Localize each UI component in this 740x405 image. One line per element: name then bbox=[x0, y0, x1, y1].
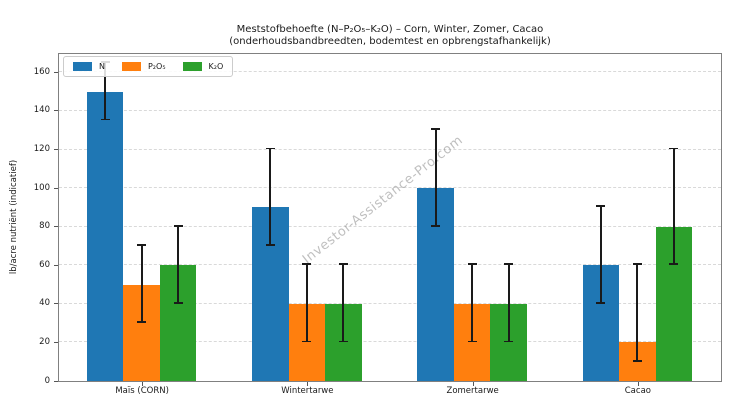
legend-label-k2o: K₂O bbox=[208, 62, 224, 71]
error-bar-cap bbox=[504, 340, 514, 343]
x-tick-label: Maïs (CORN) bbox=[115, 386, 169, 396]
error-bar-cap bbox=[467, 263, 477, 266]
gridline bbox=[59, 225, 721, 227]
y-tick-label: 140 bbox=[33, 105, 50, 116]
error-bar bbox=[305, 264, 308, 342]
chart-title-line2: (onderhoudsbandbreedten, bodemtest en op… bbox=[229, 35, 551, 47]
error-bar bbox=[672, 148, 675, 265]
gridline bbox=[59, 264, 721, 266]
error-bar-cap bbox=[265, 244, 275, 246]
x-tick-label: Zomertarwe bbox=[446, 386, 499, 396]
y-tick-label: 160 bbox=[33, 66, 50, 77]
y-tick-label: 20 bbox=[39, 336, 50, 347]
gridline bbox=[59, 341, 721, 343]
y-tick-mark bbox=[54, 187, 58, 189]
error-bar-cap bbox=[632, 263, 642, 266]
y-tick-mark bbox=[54, 341, 58, 343]
error-bar-cap bbox=[137, 321, 147, 324]
legend-swatch-n bbox=[73, 62, 92, 71]
y-tick-label: 100 bbox=[33, 182, 50, 193]
chart-title: Meststofbehoefte (N–P₂O₅–K₂O) – Corn, Wi… bbox=[58, 24, 722, 47]
legend-label-p2o5: P₂O₅ bbox=[147, 62, 166, 71]
legend: N P₂O₅ K₂O bbox=[63, 56, 234, 77]
error-bar-cap bbox=[338, 340, 348, 343]
error-bar-cap bbox=[504, 263, 514, 266]
error-bar-cap bbox=[669, 147, 679, 150]
y-axis-label: lb/acre nutriënt (indicatief) bbox=[9, 159, 19, 275]
error-bar bbox=[140, 244, 143, 323]
legend-entry-p2o5: P₂O₅ bbox=[121, 62, 166, 71]
y-tick-mark bbox=[54, 380, 58, 382]
gridline bbox=[59, 71, 721, 73]
error-bar-cap bbox=[596, 301, 606, 304]
error-bar bbox=[636, 264, 639, 361]
y-tick-mark bbox=[54, 110, 58, 112]
legend-label-n: N bbox=[99, 62, 105, 71]
error-bar-cap bbox=[100, 118, 110, 121]
gridline bbox=[59, 187, 721, 189]
error-bar-cap bbox=[302, 340, 312, 343]
gridline bbox=[59, 109, 721, 111]
error-bar-cap bbox=[669, 263, 679, 266]
x-tick-label: Wintertarwe bbox=[281, 386, 334, 396]
plot-area: Investor-Assistance-Pro.com N P₂O₅ K₂O bbox=[58, 53, 722, 382]
error-bar-cap bbox=[596, 205, 606, 208]
legend-entry-n: N bbox=[73, 62, 105, 71]
error-bar bbox=[434, 129, 437, 226]
x-tick-label: Cacao bbox=[624, 386, 651, 396]
error-bar-cap bbox=[173, 224, 183, 227]
error-bar bbox=[471, 264, 474, 342]
error-bar-cap bbox=[265, 147, 275, 150]
legend-swatch-p2o5 bbox=[121, 62, 141, 71]
error-bar bbox=[599, 206, 602, 303]
y-tick-label: 0 bbox=[44, 375, 50, 386]
y-tick-mark bbox=[54, 149, 58, 151]
legend-entry-k2o: K₂O bbox=[182, 62, 224, 71]
error-bar-cap bbox=[632, 359, 642, 362]
y-tick-mark bbox=[54, 226, 58, 228]
error-bar-cap bbox=[302, 263, 312, 266]
x-tick-mark bbox=[637, 382, 639, 386]
x-tick-mark bbox=[307, 382, 309, 386]
legend-swatch-k2o bbox=[182, 62, 202, 71]
y-tick-mark bbox=[54, 303, 58, 305]
error-bar-cap bbox=[173, 301, 183, 304]
error-bar-cap bbox=[467, 340, 477, 343]
y-tick-label: 120 bbox=[33, 144, 50, 155]
bar-n-0 bbox=[86, 91, 124, 381]
gridline bbox=[59, 302, 721, 304]
error-bar-cap bbox=[431, 224, 441, 227]
chart-title-line1: Meststofbehoefte (N–P₂O₅–K₂O) – Corn, Wi… bbox=[236, 24, 544, 35]
x-tick-mark bbox=[142, 382, 144, 386]
y-tick-label: 60 bbox=[39, 259, 50, 270]
y-tick-label: 40 bbox=[39, 298, 50, 309]
error-bar bbox=[104, 61, 107, 120]
error-bar-cap bbox=[431, 128, 441, 131]
error-bar bbox=[269, 148, 272, 245]
y-tick-mark bbox=[54, 264, 58, 266]
error-bar-cap bbox=[137, 244, 147, 246]
error-bar bbox=[177, 225, 180, 303]
error-bar bbox=[342, 264, 345, 342]
error-bar bbox=[507, 264, 510, 342]
y-tick-label: 80 bbox=[39, 221, 50, 232]
error-bar-cap bbox=[338, 263, 348, 266]
y-tick-mark bbox=[54, 71, 58, 73]
x-tick-mark bbox=[472, 382, 474, 386]
gridline bbox=[59, 148, 721, 150]
